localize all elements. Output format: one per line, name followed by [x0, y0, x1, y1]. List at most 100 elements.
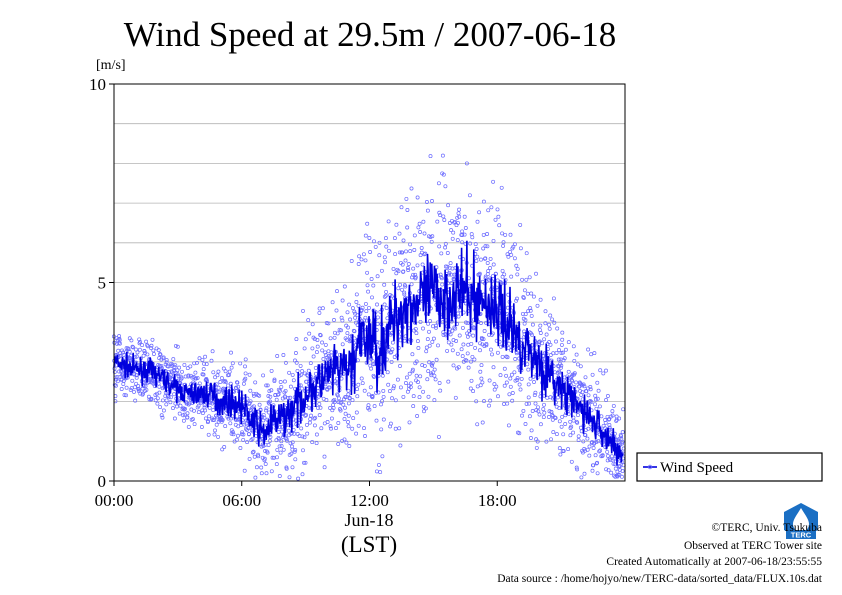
data-point — [144, 387, 149, 392]
data-point — [561, 449, 566, 453]
data-point — [172, 416, 177, 421]
data-point — [621, 407, 626, 412]
data-point — [242, 422, 247, 427]
data-point — [262, 415, 267, 420]
data-point — [595, 396, 600, 401]
data-point — [290, 447, 295, 452]
data-point — [520, 311, 525, 316]
data-point — [328, 424, 333, 429]
data-point — [346, 424, 351, 429]
data-point — [393, 398, 398, 403]
data-point — [445, 264, 450, 269]
data-point — [548, 353, 553, 357]
data-point — [124, 346, 129, 351]
data-point — [591, 446, 596, 450]
data-point — [318, 332, 323, 337]
data-point — [381, 417, 386, 422]
data-point — [559, 424, 564, 429]
data-point — [502, 366, 507, 371]
data-point — [449, 228, 454, 233]
data-point — [607, 423, 612, 427]
data-point — [377, 253, 382, 258]
data-point — [342, 437, 347, 442]
data-point — [522, 321, 527, 326]
data-point — [346, 401, 351, 406]
data-point — [514, 263, 519, 268]
data-point — [500, 231, 505, 236]
data-point — [604, 467, 609, 472]
data-point — [288, 395, 293, 400]
data-point — [446, 203, 451, 208]
data-point — [484, 343, 489, 348]
data-point — [508, 384, 513, 389]
y-tick-label: 0 — [98, 472, 107, 491]
data-point — [332, 397, 337, 402]
data-point — [355, 394, 360, 399]
data-point — [532, 393, 537, 398]
data-point — [160, 398, 165, 403]
data-point — [571, 430, 576, 435]
data-point — [256, 452, 260, 457]
data-point — [293, 351, 298, 355]
data-point — [446, 379, 451, 384]
data-point — [345, 331, 350, 336]
data-point — [556, 357, 561, 362]
data-point — [423, 251, 428, 256]
data-point — [544, 439, 549, 444]
data-point — [248, 399, 253, 404]
data-point — [343, 405, 347, 410]
data-point — [445, 348, 450, 353]
data-point — [370, 295, 374, 300]
data-point — [239, 432, 244, 437]
data-point — [538, 297, 543, 302]
data-point — [264, 471, 269, 476]
data-point — [304, 379, 309, 384]
data-point — [427, 329, 431, 334]
data-point — [272, 379, 277, 383]
data-point — [456, 211, 461, 216]
data-point — [500, 268, 505, 273]
data-point — [460, 354, 465, 359]
data-point — [446, 340, 451, 345]
data-point — [342, 417, 347, 421]
data-point — [435, 219, 440, 224]
data-point — [280, 429, 284, 434]
data-point — [524, 277, 529, 282]
data-point — [190, 417, 195, 422]
data-point — [557, 348, 561, 352]
data-point — [450, 328, 455, 333]
data-point — [443, 241, 448, 246]
data-point — [235, 380, 239, 385]
data-point — [495, 207, 500, 212]
data-point — [469, 359, 473, 364]
data-point — [548, 342, 553, 347]
data-point — [130, 378, 135, 383]
data-point — [245, 440, 250, 445]
data-point — [529, 313, 534, 318]
data-point — [291, 378, 296, 383]
data-point — [466, 342, 471, 347]
data-point — [200, 408, 205, 413]
data-point — [438, 213, 443, 218]
data-point — [365, 283, 370, 288]
data-point — [229, 428, 234, 433]
data-point — [395, 377, 400, 382]
data-point — [366, 289, 371, 294]
data-point — [216, 434, 221, 439]
data-point — [400, 287, 405, 292]
data-point — [301, 308, 305, 313]
data-point — [550, 317, 555, 322]
data-point — [360, 305, 365, 310]
data-point — [527, 401, 531, 406]
data-point — [212, 418, 217, 422]
data-point — [196, 410, 201, 415]
data-point — [590, 468, 595, 473]
data-point — [589, 352, 594, 357]
data-point — [515, 266, 520, 271]
data-point — [421, 326, 425, 331]
data-point — [465, 321, 470, 326]
data-point — [541, 415, 546, 420]
data-point — [344, 394, 349, 399]
x-tick-label: 00:00 — [95, 491, 134, 510]
data-point — [186, 402, 191, 407]
